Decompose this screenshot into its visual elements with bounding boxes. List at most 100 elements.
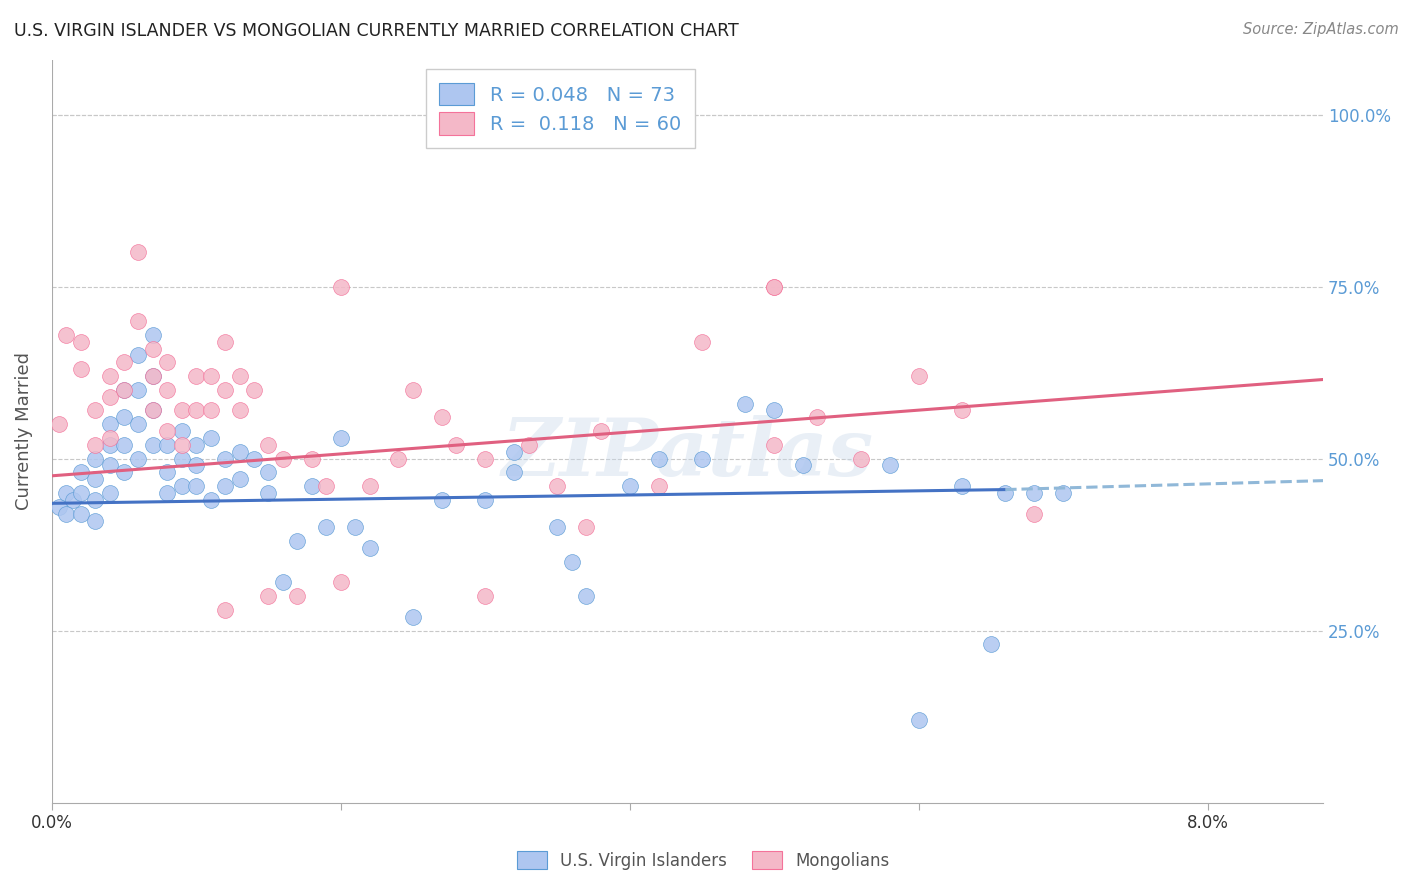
Point bbox=[170, 451, 193, 466]
Point bbox=[112, 410, 135, 425]
Point bbox=[257, 466, 280, 480]
Point bbox=[156, 438, 179, 452]
Point bbox=[69, 507, 91, 521]
Point bbox=[142, 403, 165, 417]
Point bbox=[84, 492, 107, 507]
Point bbox=[186, 458, 208, 473]
Point bbox=[301, 451, 323, 466]
Point bbox=[214, 334, 236, 349]
Point bbox=[142, 369, 165, 384]
Point bbox=[503, 444, 526, 458]
Point bbox=[387, 451, 409, 466]
Point bbox=[315, 520, 337, 534]
Point bbox=[503, 466, 526, 480]
Point bbox=[127, 314, 149, 328]
Point bbox=[690, 451, 713, 466]
Point bbox=[127, 383, 149, 397]
Point bbox=[170, 479, 193, 493]
Point bbox=[98, 438, 121, 452]
Point bbox=[200, 403, 222, 417]
Point bbox=[546, 479, 568, 493]
Point bbox=[359, 541, 381, 555]
Point bbox=[517, 438, 540, 452]
Point bbox=[257, 589, 280, 603]
Point bbox=[214, 603, 236, 617]
Point bbox=[156, 466, 179, 480]
Point bbox=[98, 458, 121, 473]
Point bbox=[69, 466, 91, 480]
Point bbox=[69, 362, 91, 376]
Point bbox=[98, 390, 121, 404]
Point bbox=[980, 637, 1002, 651]
Point bbox=[950, 403, 973, 417]
Point bbox=[430, 492, 453, 507]
Point bbox=[329, 279, 352, 293]
Point bbox=[200, 369, 222, 384]
Point bbox=[1024, 507, 1046, 521]
Point bbox=[763, 279, 786, 293]
Point bbox=[647, 479, 669, 493]
Point bbox=[763, 403, 786, 417]
Point bbox=[127, 245, 149, 260]
Point bbox=[228, 444, 250, 458]
Point bbox=[849, 451, 872, 466]
Point bbox=[84, 438, 107, 452]
Point bbox=[763, 438, 786, 452]
Point bbox=[98, 486, 121, 500]
Point bbox=[69, 486, 91, 500]
Point bbox=[285, 534, 308, 549]
Point bbox=[84, 403, 107, 417]
Point bbox=[55, 486, 77, 500]
Point bbox=[186, 479, 208, 493]
Point bbox=[359, 479, 381, 493]
Point bbox=[112, 383, 135, 397]
Point bbox=[734, 396, 756, 410]
Point bbox=[907, 713, 929, 727]
Point bbox=[257, 486, 280, 500]
Y-axis label: Currently Married: Currently Married bbox=[15, 352, 32, 510]
Text: U.S. VIRGIN ISLANDER VS MONGOLIAN CURRENTLY MARRIED CORRELATION CHART: U.S. VIRGIN ISLANDER VS MONGOLIAN CURREN… bbox=[14, 22, 738, 40]
Point bbox=[763, 279, 786, 293]
Point bbox=[156, 383, 179, 397]
Point bbox=[156, 486, 179, 500]
Point bbox=[1024, 486, 1046, 500]
Point bbox=[619, 479, 641, 493]
Point bbox=[1052, 486, 1074, 500]
Point bbox=[98, 417, 121, 432]
Point bbox=[546, 520, 568, 534]
Point bbox=[474, 492, 496, 507]
Point bbox=[879, 458, 901, 473]
Point bbox=[127, 417, 149, 432]
Point bbox=[84, 451, 107, 466]
Point bbox=[170, 403, 193, 417]
Point bbox=[690, 334, 713, 349]
Point bbox=[186, 438, 208, 452]
Point bbox=[285, 589, 308, 603]
Point bbox=[271, 451, 294, 466]
Point bbox=[142, 403, 165, 417]
Point bbox=[228, 472, 250, 486]
Point bbox=[127, 348, 149, 362]
Point bbox=[907, 369, 929, 384]
Point bbox=[156, 424, 179, 438]
Point bbox=[214, 383, 236, 397]
Point bbox=[315, 479, 337, 493]
Point bbox=[84, 514, 107, 528]
Point bbox=[430, 410, 453, 425]
Point bbox=[214, 479, 236, 493]
Point bbox=[200, 492, 222, 507]
Point bbox=[575, 589, 598, 603]
Point bbox=[575, 520, 598, 534]
Point bbox=[200, 431, 222, 445]
Point bbox=[186, 369, 208, 384]
Point bbox=[474, 451, 496, 466]
Point bbox=[446, 438, 468, 452]
Point bbox=[214, 451, 236, 466]
Point bbox=[170, 424, 193, 438]
Point bbox=[112, 466, 135, 480]
Point bbox=[112, 438, 135, 452]
Point bbox=[271, 575, 294, 590]
Point bbox=[243, 451, 266, 466]
Point bbox=[994, 486, 1017, 500]
Point bbox=[228, 369, 250, 384]
